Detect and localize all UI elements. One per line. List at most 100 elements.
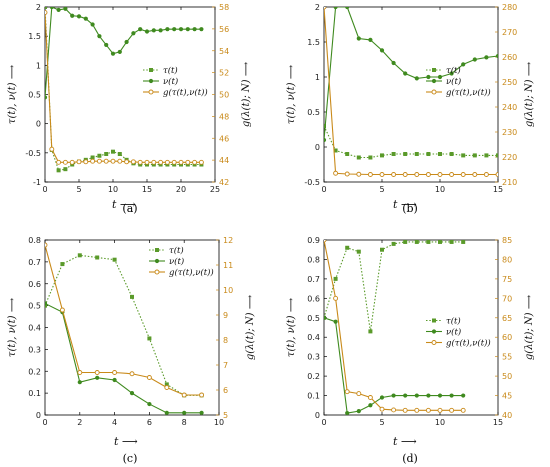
data-point-g xyxy=(62,159,68,165)
data-point-nu xyxy=(151,28,156,33)
data-point-nu xyxy=(403,71,408,76)
chart-panel-3: 0 5 10 15 0 0.1 0.2 0.3 0.4 0.5 0.6 0.7 0.8 0.9 40 45 50… xyxy=(286,236,535,465)
data-point-g xyxy=(449,407,455,413)
y-left-tick-label: 0 xyxy=(315,411,320,420)
y-left-tick-label: 0.8 xyxy=(307,255,320,264)
y-right-tick-label: 42 xyxy=(219,178,229,187)
y-left-tick-label: 0.2 xyxy=(28,367,41,376)
data-point-g xyxy=(199,392,205,398)
legend-label-tau: τ(t) xyxy=(446,65,461,76)
data-point-g xyxy=(164,385,170,390)
data-point-g xyxy=(425,407,431,413)
y-right-tick-label: 12 xyxy=(223,236,233,245)
data-point-tau xyxy=(356,155,361,160)
data-point-nu xyxy=(70,13,75,18)
data-point-g xyxy=(45,242,48,248)
y-left-tick-label: 1 xyxy=(36,61,41,70)
data-point-nu xyxy=(49,7,54,10)
data-point-g xyxy=(112,370,118,375)
legend-label-g: g(τ(t),ν(t)) xyxy=(446,338,491,349)
data-point-g xyxy=(425,172,431,177)
x-tick-label: 5 xyxy=(379,418,384,427)
data-point-nu xyxy=(172,27,177,32)
x-tick-label: 25 xyxy=(210,185,220,194)
data-point-nu xyxy=(324,315,327,320)
panel-label: (c) xyxy=(123,452,138,465)
y-right-tick-label: 54 xyxy=(219,47,229,56)
data-point-nu xyxy=(461,62,466,67)
y-right-tick-label: 6 xyxy=(223,386,228,395)
data-point-nu xyxy=(356,409,361,414)
data-point-nu xyxy=(414,76,419,81)
y-right-axis-label: g(λ(t); N) ⟶ xyxy=(241,62,252,127)
data-point-nu xyxy=(144,29,150,34)
data-point-nu xyxy=(112,377,117,383)
y-right-axis-label: g(λ(t); N) ⟶ xyxy=(524,62,535,127)
y-left-tick-label: 0.4 xyxy=(307,333,320,342)
data-point-tau xyxy=(438,240,442,244)
y-left-tick-label: 0.3 xyxy=(307,353,320,362)
y-right-tick-label: 5 xyxy=(223,411,228,420)
plot-frame xyxy=(44,239,220,416)
data-point-tau xyxy=(60,262,65,267)
data-point-nu xyxy=(368,403,373,408)
data-point-nu xyxy=(117,49,122,55)
x-tick-label: 6 xyxy=(147,418,152,427)
data-point-nu xyxy=(124,39,129,45)
x-tick-label: 10 xyxy=(214,418,224,427)
data-point-g xyxy=(460,407,466,413)
data-point-nu xyxy=(147,401,152,407)
y-right-tick-label: 50 xyxy=(502,372,512,381)
data-point-tau xyxy=(414,152,419,156)
data-point-g xyxy=(379,406,385,412)
series-line-nu xyxy=(324,7,498,141)
data-point-tau xyxy=(164,382,169,387)
data-point-g xyxy=(324,240,327,243)
data-point-tau xyxy=(426,240,431,244)
y-right-tick-label: 270 xyxy=(502,28,517,37)
data-point-tau xyxy=(130,294,134,299)
data-point-g xyxy=(94,370,100,375)
y-right-tick-label: 280 xyxy=(502,3,517,12)
data-point-tau xyxy=(368,329,373,334)
x-axis-label: t ⟶ xyxy=(393,435,417,448)
data-point-nu xyxy=(76,14,82,19)
data-point-nu xyxy=(56,7,61,13)
y-right-axis-label: g(λ(t); N) ⟶ xyxy=(245,295,256,360)
data-point-nu xyxy=(138,27,143,32)
data-point-tau xyxy=(95,255,100,260)
data-point-g xyxy=(333,295,339,301)
data-point-g xyxy=(344,171,350,177)
data-point-tau xyxy=(117,152,122,156)
data-point-nu xyxy=(391,393,396,398)
data-point-nu xyxy=(178,27,184,32)
y-left-tick-label: 0.3 xyxy=(28,345,41,354)
y-right-tick-label: 56 xyxy=(219,25,229,34)
legend-marker-g xyxy=(148,89,154,95)
legend-marker-nu xyxy=(431,78,437,84)
data-point-g xyxy=(171,159,177,165)
legend-label-g: g(τ(t),ν(t)) xyxy=(163,87,208,98)
data-point-nu xyxy=(165,27,170,32)
x-tick-label: 0 xyxy=(42,418,47,427)
x-tick-label: 0 xyxy=(42,185,47,194)
y-right-tick-label: 85 xyxy=(502,236,512,245)
y-left-axis-label: τ(t), ν(t) ⟶ xyxy=(286,65,297,124)
panel-label: (b) xyxy=(402,202,418,215)
data-point-nu xyxy=(368,37,373,43)
y-left-tick-label: 0.1 xyxy=(307,392,320,401)
legend-marker-g xyxy=(154,269,160,275)
legend: τ(t)ν(t)g(τ(t),ν(t)) xyxy=(149,245,214,278)
series-line-tau xyxy=(45,254,202,396)
data-point-g xyxy=(69,159,75,165)
legend: τ(t)ν(t)g(τ(t),ν(t)) xyxy=(426,65,491,98)
data-point-g xyxy=(178,159,184,165)
y-left-tick-label: 0.7 xyxy=(28,258,41,267)
series-line-nu xyxy=(45,302,202,414)
data-point-tau xyxy=(112,257,117,262)
y-right-tick-label: 70 xyxy=(502,294,512,303)
legend-label-tau: τ(t) xyxy=(446,316,461,327)
data-point-g xyxy=(495,172,498,177)
data-point-nu xyxy=(129,391,135,396)
data-point-tau xyxy=(461,153,466,158)
